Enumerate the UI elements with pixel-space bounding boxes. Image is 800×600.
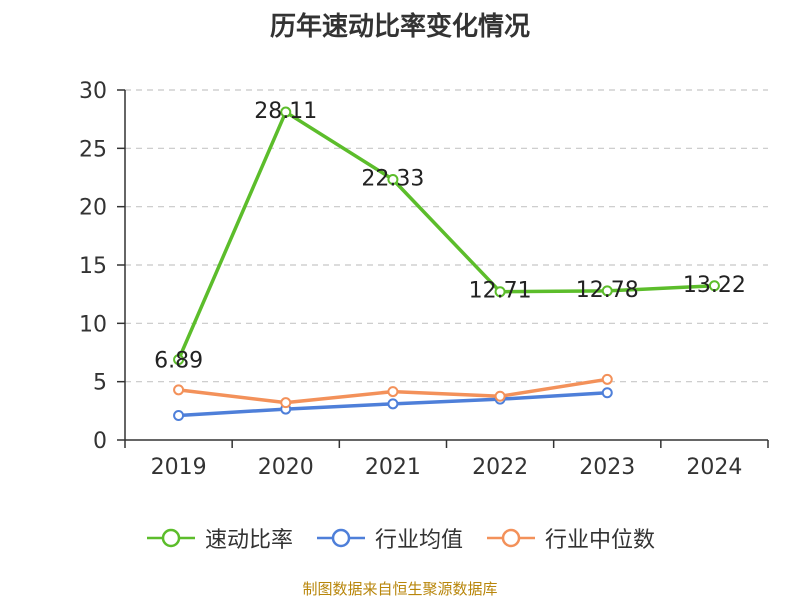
y-tick-label: 10 [79, 312, 107, 337]
data-label: 22.33 [361, 166, 424, 191]
y-tick-label: 5 [93, 371, 107, 396]
axes: 0 5 10 15 20 25 30 2019 2020 2021 2022 2023 2024 [79, 79, 769, 480]
series-line [176, 110, 715, 361]
legend-line-circle-icon [487, 528, 535, 548]
data-point [173, 354, 185, 366]
legend: 速动比率 行业均值 行业中位数 [0, 518, 800, 558]
grid-lines [125, 89, 768, 383]
legend-label: 行业均值 [374, 528, 463, 553]
legend-line-circle-icon [316, 528, 365, 548]
data-point [601, 373, 613, 385]
data-point [494, 390, 506, 402]
legend-label: 速动比率 [204, 528, 293, 553]
x-tick-label: 2022 [472, 455, 528, 480]
series-lines [173, 106, 720, 421]
x-tick-label: 2023 [579, 455, 635, 480]
data-point [173, 410, 185, 421]
data-point [387, 173, 399, 185]
legend-line-circle-icon [146, 528, 195, 548]
legend-item-quick-ratio[interactable]: 速动比率 [145, 522, 293, 554]
legend-item-industry-mean[interactable]: 行业均值 [315, 522, 463, 554]
data-labels: 6.89 28.11 22.33 12.71 12.78 13.22 [154, 99, 746, 374]
data-label: 13.22 [683, 273, 746, 298]
data-label: 12.78 [576, 278, 639, 303]
y-tick-label: 25 [79, 137, 107, 162]
data-label: 12.71 [469, 279, 532, 304]
data-point [708, 280, 720, 292]
y-tick-label: 20 [79, 196, 107, 221]
data-point [387, 398, 399, 410]
x-tick-label: 2024 [686, 455, 742, 480]
data-label: 28.11 [254, 99, 317, 124]
x-tick-label: 2021 [365, 455, 421, 480]
chart-title: 历年速动比率变化情况 [269, 12, 530, 42]
data-point [387, 386, 399, 398]
legend-item-industry-median[interactable]: 行业中位数 [485, 522, 655, 554]
x-tick-label: 2020 [258, 455, 314, 480]
legend-label: 行业中位数 [545, 528, 656, 553]
data-point [601, 285, 613, 297]
data-point [601, 387, 613, 399]
data-point [280, 106, 292, 118]
data-point [280, 397, 292, 409]
y-tick-label: 30 [79, 79, 107, 104]
y-tick-label: 0 [93, 429, 107, 454]
data-point [494, 286, 506, 298]
data-point [173, 384, 185, 396]
y-tick-label: 15 [79, 254, 107, 279]
source-note: 制图数据来自恒生聚源数据库 [302, 580, 498, 598]
x-tick-label: 2019 [151, 455, 207, 480]
data-label: 6.89 [154, 349, 203, 374]
